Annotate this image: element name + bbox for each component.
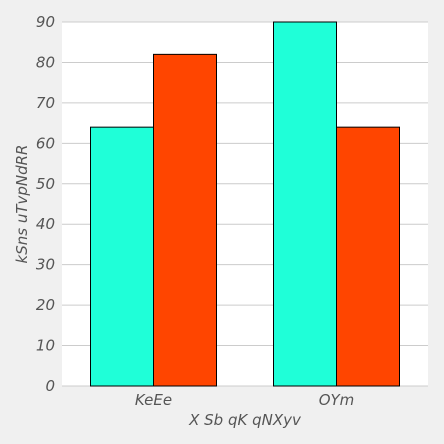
bar-OYm-series-2 xyxy=(336,126,400,387)
x-tick-labels: KeEe OYm xyxy=(135,391,354,409)
y-tick-label: 80 xyxy=(36,53,55,71)
bar-KeEe-series-1 xyxy=(90,126,154,387)
y-tick-label: 10 xyxy=(36,337,55,355)
y-tick-label: 20 xyxy=(36,296,55,314)
x-tick-label: KeEe xyxy=(135,391,172,409)
y-tick-label: 60 xyxy=(36,134,55,152)
y-tick-label: 50 xyxy=(36,175,55,193)
y-axis-title: kSns uTvpNdRR xyxy=(13,145,31,264)
x-axis-title: X Sb qK qNXyv xyxy=(188,411,302,429)
bars xyxy=(90,21,400,387)
x-tick-label: OYm xyxy=(319,391,355,409)
bar-OYm-series-1 xyxy=(273,21,337,387)
y-tick-label: 30 xyxy=(36,256,55,274)
bar-KeEe-series-2 xyxy=(153,53,217,387)
y-tick-label: 40 xyxy=(36,215,55,233)
y-tick-labels: 0 10 20 30 40 50 60 70 80 90 xyxy=(36,13,55,395)
y-tick-label: 70 xyxy=(36,94,55,112)
y-tick-label: 90 xyxy=(36,13,55,31)
y-tick-label: 0 xyxy=(45,377,55,395)
